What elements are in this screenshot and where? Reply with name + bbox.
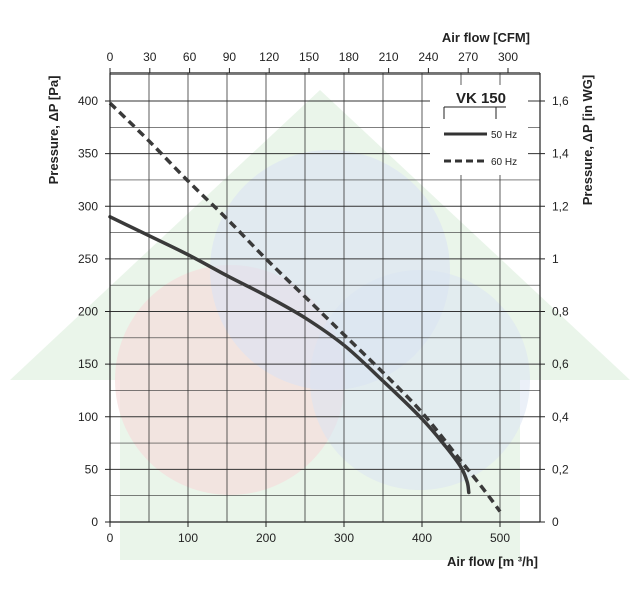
- y-tick-label: 150: [78, 357, 98, 371]
- y2-tick-label: 1,6: [552, 94, 569, 108]
- y-tick-label: 0: [91, 515, 98, 529]
- x2-tick-labels: 0 30 60 90 120 150 180 210 240 270 300: [107, 50, 518, 73]
- legend-label-50hz: 50 Hz: [491, 130, 517, 141]
- y-tick-label: 300: [78, 199, 98, 213]
- x2-tick-label: 240: [418, 50, 438, 64]
- x2-tick-label: 270: [458, 50, 478, 64]
- y2-tick-label: 1: [552, 252, 559, 266]
- legend-title: VK 150: [456, 90, 506, 107]
- y2-tick-label: 0,2: [552, 462, 569, 476]
- legend-label-60hz: 60 Hz: [491, 157, 517, 168]
- x2-axis-title: Air flow [CFM]: [442, 30, 530, 45]
- x2-tick-label: 0: [107, 50, 114, 64]
- x-tick-label: 100: [178, 531, 198, 545]
- x2-tick-label: 180: [339, 50, 359, 64]
- watermark-circle-blue-2: [310, 270, 530, 490]
- y-tick-labels: 0 50 100 150 200 250 300 350 400: [78, 94, 110, 529]
- x2-tick-label: 60: [183, 50, 197, 64]
- y2-tick-label: 0,6: [552, 357, 569, 371]
- legend: VK 150 50 Hz 60 Hz: [430, 85, 528, 175]
- x2-tick-label: 90: [223, 50, 237, 64]
- y-axis-title: Pressure, ΔP [Pa]: [46, 76, 61, 185]
- x2-tick-label: 30: [143, 50, 157, 64]
- y-tick-label: 100: [78, 410, 98, 424]
- y2-tick-label: 1,2: [552, 199, 569, 213]
- x-tick-labels: 0 100 200 300 400 500: [107, 522, 510, 545]
- x-tick-label: 400: [412, 531, 432, 545]
- x-axis-title: Air flow [m ³/h]: [447, 554, 538, 569]
- y2-tick-labels: 0 0,2 0,4 0,6 0,8 1 1,2 1,4 1,6: [540, 94, 569, 529]
- y-tick-label: 50: [85, 462, 99, 476]
- y2-tick-label: 0: [552, 515, 559, 529]
- y2-tick-label: 0,8: [552, 305, 569, 319]
- series-line-50hz: [108, 215, 471, 495]
- x2-tick-label: 120: [259, 50, 279, 64]
- y2-axis-title: Pressure, ΔP [in WG]: [580, 75, 595, 205]
- curves: [108, 101, 502, 513]
- y-tick-label: 350: [78, 147, 98, 161]
- y2-tick-label: 0,4: [552, 410, 569, 424]
- y-tick-label: 200: [78, 305, 98, 319]
- y-tick-label: 250: [78, 252, 98, 266]
- watermark-logo: [10, 90, 630, 560]
- x-tick-label: 0: [107, 531, 114, 545]
- x-tick-label: 500: [490, 531, 510, 545]
- x-tick-label: 200: [256, 531, 276, 545]
- x-tick-label: 300: [334, 531, 354, 545]
- x2-tick-label: 150: [299, 50, 319, 64]
- x2-tick-label: 210: [379, 50, 399, 64]
- y2-tick-label: 1,4: [552, 147, 569, 161]
- y-tick-label: 400: [78, 94, 98, 108]
- series-line-60hz: [108, 101, 502, 513]
- x2-tick-label: 300: [498, 50, 518, 64]
